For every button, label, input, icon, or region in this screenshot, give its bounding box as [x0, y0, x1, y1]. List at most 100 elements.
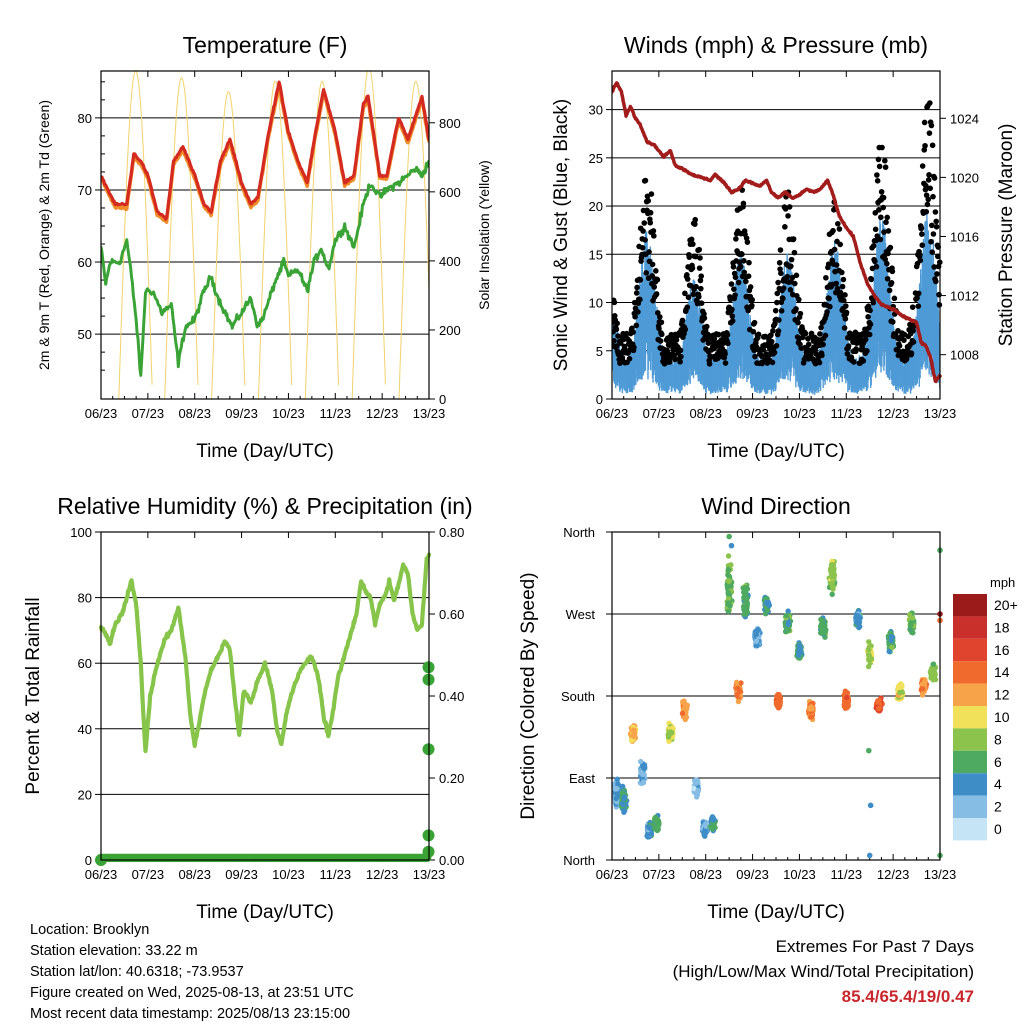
gust-dot	[743, 278, 749, 285]
y-right-tick-label: 0.60	[439, 607, 464, 622]
gust-dot	[841, 325, 848, 331]
gust-dot	[836, 226, 843, 232]
y-tick-label: 60	[78, 255, 92, 270]
gust-dot	[842, 303, 849, 309]
legend-label: 4	[994, 776, 1002, 792]
legend-label: 0	[994, 821, 1002, 837]
y-tick-label: 80	[78, 591, 92, 606]
gust-dot	[923, 182, 929, 189]
solar-curve	[257, 80, 293, 399]
gust-dot	[882, 164, 889, 171]
station-info: Location: Brooklyn Station elevation: 33…	[30, 920, 354, 1025]
y-tick-label: 30	[589, 103, 603, 118]
plot-frame	[100, 531, 430, 861]
x-tick-label: 13/23	[924, 867, 957, 882]
gust-dot	[698, 273, 705, 279]
gust-dot	[732, 274, 739, 281]
y-right-tick-label: 0.80	[439, 525, 464, 540]
gust-dot	[640, 228, 646, 234]
direction-dot	[888, 637, 894, 644]
x-tick-label: 07/23	[132, 867, 165, 882]
gust-dot	[936, 302, 943, 308]
gust-dot	[923, 208, 930, 215]
direction-dot	[753, 638, 760, 644]
x-tick-label: 07/23	[643, 867, 676, 882]
direction-dot	[648, 830, 655, 837]
gust-dot	[837, 241, 844, 248]
y-tick-label: North	[563, 525, 595, 540]
y-tick-label: 40	[78, 722, 92, 737]
gust-dot	[698, 300, 705, 306]
gust-dot	[682, 290, 688, 297]
gust-dot	[782, 224, 788, 230]
humidity-chart: Relative Humidity (%) & Precipitation (i…	[23, 493, 473, 923]
direction-dot	[886, 648, 892, 655]
gust-dot	[780, 295, 786, 302]
gust-dot	[873, 237, 879, 244]
gust-dot	[612, 338, 617, 344]
pressure-line	[612, 81, 942, 384]
x-axis-label: Time (Day/UTC)	[196, 441, 334, 462]
legend-swatch	[953, 773, 987, 796]
direction-dot	[710, 817, 717, 823]
plot-frame	[611, 531, 941, 861]
gust-dot	[758, 353, 765, 359]
gust-dot	[888, 279, 895, 286]
chart-title: Relative Humidity (%) & Precipitation (i…	[57, 493, 472, 519]
gust-dot	[817, 331, 823, 337]
gust-dot	[864, 348, 870, 354]
y-right-tick-label: 0.40	[439, 689, 464, 704]
x-tick-label: 06/23	[596, 867, 629, 882]
gust-dot	[934, 271, 940, 277]
y-axis-right-label: Solar Insolation (Yellow)	[476, 160, 492, 310]
direction-dot	[691, 785, 697, 792]
gust-dot	[693, 283, 699, 290]
gust-dot	[686, 254, 693, 260]
gust-dot	[924, 201, 931, 208]
gust-dot	[929, 142, 936, 149]
direction-dot	[683, 705, 689, 711]
gust-dot	[648, 191, 655, 197]
gust-dot	[919, 163, 926, 169]
gust-dot	[903, 355, 910, 361]
direction-dot	[930, 677, 936, 683]
x-tick-label: 08/23	[178, 406, 211, 421]
gust-dot	[658, 331, 665, 338]
gust-dot	[884, 214, 891, 221]
legend-swatch	[953, 594, 987, 617]
direction-dot	[734, 692, 740, 698]
gust-dot	[928, 238, 934, 245]
gust-dot	[862, 336, 869, 343]
x-tick-label: 06/23	[85, 406, 118, 421]
legend-label: 20+	[994, 597, 1018, 613]
gust-dot	[731, 286, 737, 292]
gust-dot	[632, 313, 638, 320]
x-tick-label: 09/23	[225, 406, 258, 421]
gust-dot	[833, 280, 840, 287]
legend-swatch	[953, 795, 987, 818]
gust-dot	[751, 319, 758, 326]
legend-label: 2	[994, 799, 1002, 815]
gust-dot	[839, 283, 846, 290]
gust-dot	[874, 172, 880, 178]
gust-dot	[673, 337, 680, 343]
gust-dot	[910, 339, 917, 345]
direction-dot	[866, 852, 873, 859]
gust-dot	[915, 290, 922, 297]
direction-dot	[726, 578, 732, 585]
direction-dot	[728, 583, 734, 589]
x-tick-label: 08/23	[689, 406, 722, 421]
gust-dot	[613, 326, 620, 333]
direction-dot	[703, 823, 709, 829]
gust-dot	[689, 265, 696, 272]
gust-dot	[682, 326, 689, 333]
gust-dot	[887, 244, 894, 251]
direction-dot	[753, 631, 759, 638]
gust-dot	[747, 284, 754, 290]
gust-dot	[729, 306, 735, 313]
legend-swatch	[953, 818, 987, 841]
legend-label: 14	[994, 664, 1010, 680]
direction-dot	[725, 608, 732, 615]
direction-dot	[866, 652, 872, 658]
y-right-tick-label: 1024	[950, 111, 979, 126]
